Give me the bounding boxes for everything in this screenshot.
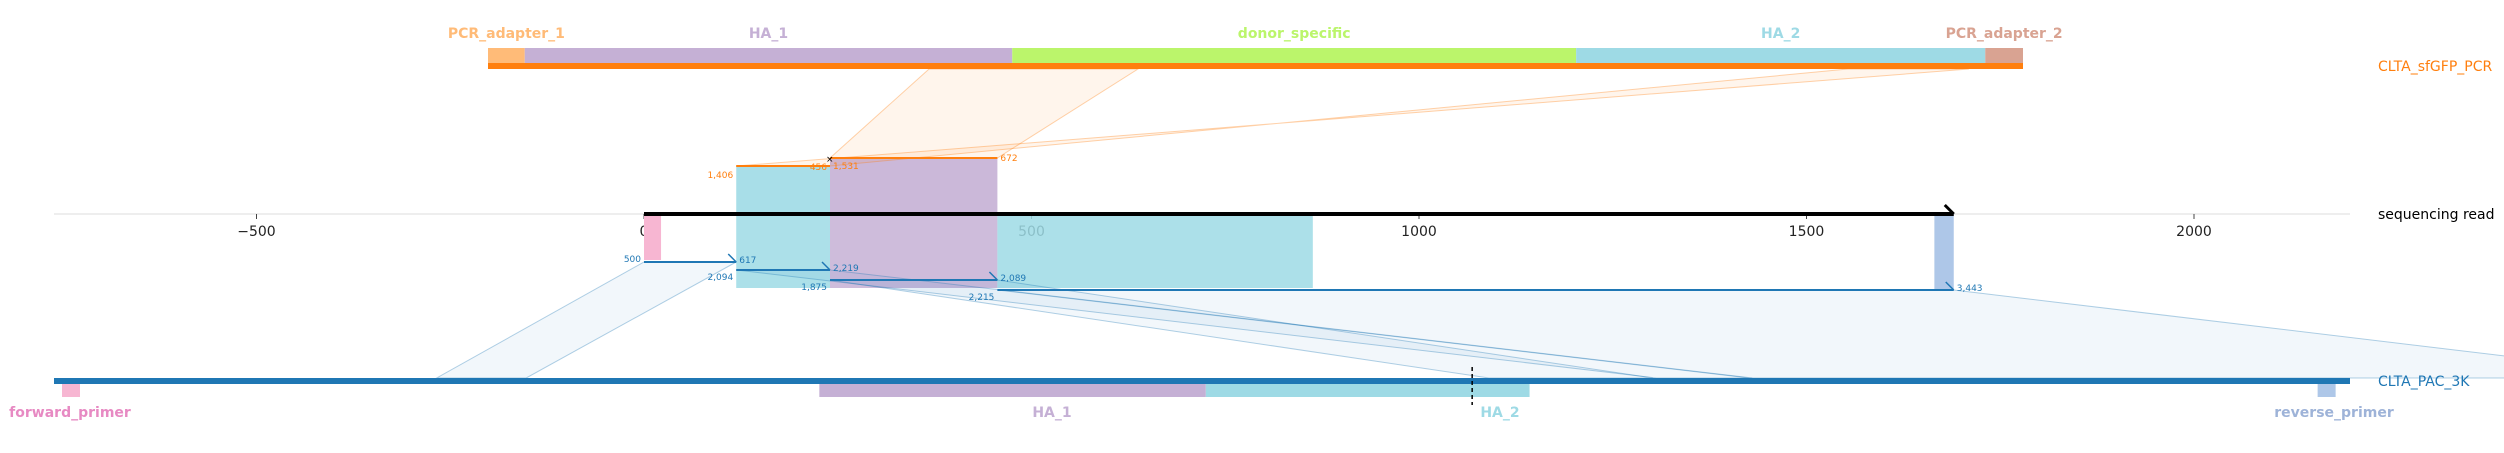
reference-feature-label: HA_1 (1032, 405, 1071, 421)
target-feature-label: HA_1 (749, 26, 788, 42)
reference-feature-label: HA_2 (1480, 405, 1519, 421)
reference-bar (54, 378, 2350, 384)
axis-tick-label: 2000 (2176, 224, 2212, 240)
target-alignment-end-label: 1,531 (833, 162, 859, 172)
target-feature-label: HA_2 (1761, 26, 1800, 42)
read-end-arrow (1943, 203, 1955, 216)
target-feature-label: donor_specific (1238, 26, 1351, 42)
target-feature-label: PCR_adapter_1 (448, 26, 565, 42)
target-feature-label: PCR_adapter_2 (1946, 26, 2063, 42)
reference-alignment-strand-tick (821, 261, 831, 271)
reference-feature-reverse-primer (2317, 384, 2336, 397)
read-highlight-region (736, 212, 830, 288)
reference-alignment-band (434, 261, 737, 379)
reference-feature-ha-2 (1205, 384, 1530, 397)
target-alignment-band (828, 68, 1140, 159)
target-alignment-start-label: 456 (810, 163, 827, 173)
reference-alignment-end-label: 3,443 (1957, 284, 1983, 294)
read-feature-forward-primer (644, 214, 662, 260)
axis-tick-label: 1000 (1401, 224, 1437, 240)
target-name-label: CLTA_sfGFP_PCR (2378, 59, 2492, 75)
reference-feature-ha-1 (819, 384, 1206, 397)
target-feature-pcr-adapter-2 (1985, 48, 2023, 64)
reference-alignment-strand-tick (727, 253, 737, 263)
reference-alignment-strand-tick (988, 271, 998, 281)
target-feature-pcr-adapter-1 (488, 48, 525, 64)
target-alignment-start-label: 1,406 (707, 171, 733, 181)
read-name-label: sequencing read (2378, 207, 2494, 223)
read-feature-reverse-primer (1934, 214, 1954, 290)
reference-alignment-end-label: 617 (739, 256, 756, 266)
reference-feature-label: reverse_primer (2274, 405, 2394, 421)
axis-tick-label: −500 (237, 224, 275, 240)
reference-feature-forward-primer (62, 384, 80, 397)
reference-alignment-strand-tick (1945, 281, 1955, 291)
target-feature-donor-specific (1012, 48, 1577, 64)
reference-alignment-start-label: 500 (624, 255, 641, 265)
reference-alignment-end-label: 2,219 (833, 264, 859, 274)
junction-marker: × (826, 155, 834, 165)
read-highlight-region (830, 212, 998, 288)
reference-alignment-end-label: 2,089 (1000, 274, 1026, 284)
target-feature-ha-1 (524, 48, 1013, 64)
reference-alignment-start-label: 1,875 (801, 283, 827, 293)
read-highlight-region (736, 166, 830, 214)
read-highlight-region (997, 212, 1313, 288)
target-alignment-end-label: 672 (1000, 154, 1017, 164)
reference-alignment-start-label: 2,215 (969, 293, 995, 303)
target-bar (488, 63, 2023, 69)
reference-name-label: CLTA_PAC_3K (2378, 374, 2470, 390)
read-highlight-region (830, 158, 998, 214)
reference-alignment-start-label: 2,094 (707, 273, 733, 283)
reference-feature-label: forward_primer (9, 405, 131, 421)
axis-tick-label: 1500 (1789, 224, 1825, 240)
target-feature-ha-2 (1576, 48, 1986, 64)
